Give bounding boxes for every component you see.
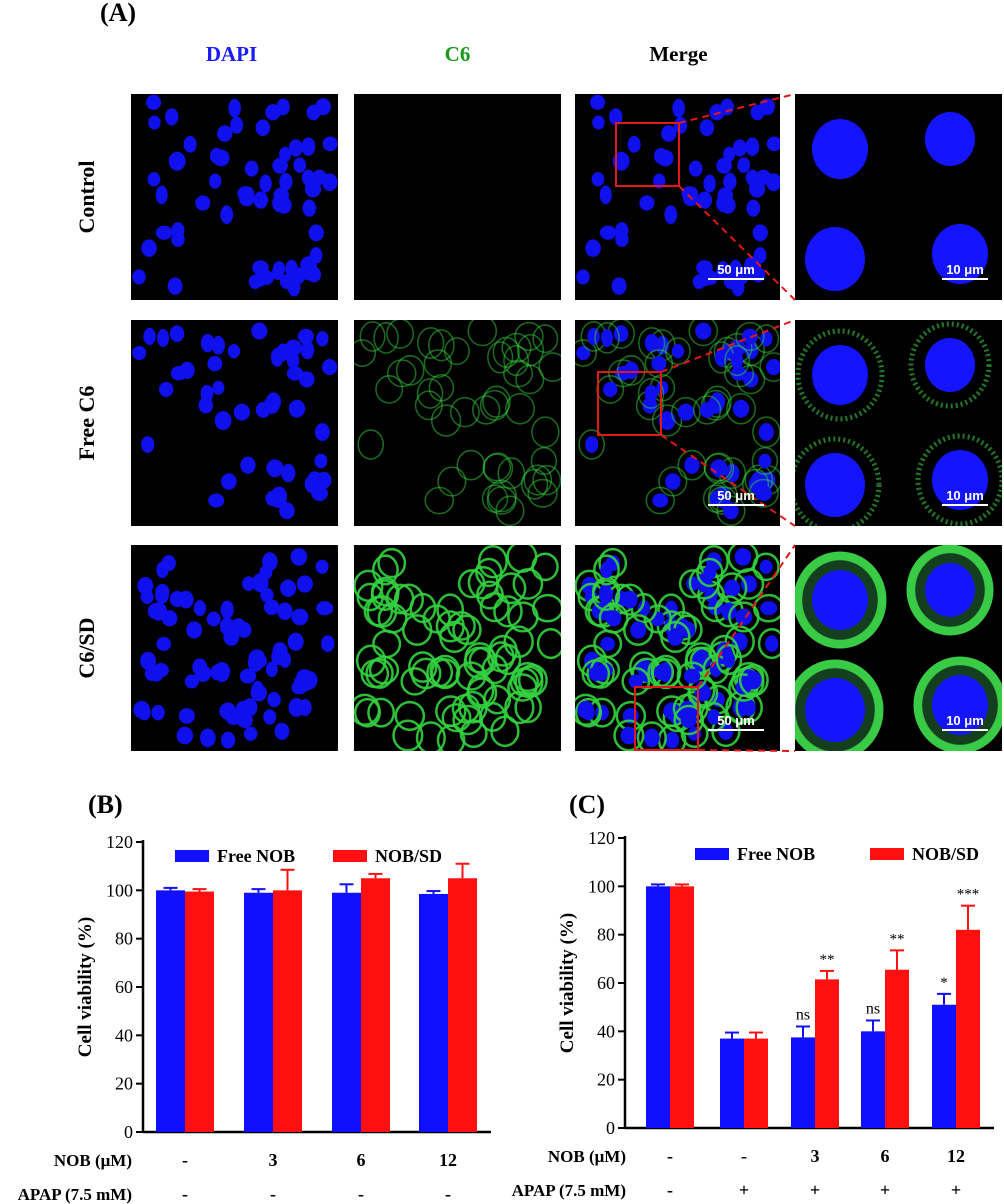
treatment-value: - — [667, 1180, 673, 1200]
treatment-value: + — [880, 1180, 890, 1200]
bar-nob-sd — [448, 878, 477, 1132]
panel-a-label: (A) — [100, 0, 137, 27]
legend-label: NOB/SD — [375, 846, 442, 866]
legend-swatch — [695, 848, 729, 860]
bar-nob-sd — [744, 1038, 768, 1128]
y-tick-label: 120 — [588, 828, 615, 848]
y-tick-label: 120 — [106, 832, 133, 852]
significance-label: ** — [820, 952, 835, 968]
chart-panel-b: 0 20 40 60 80 100 120 Cell viability (%) Free NO… — [0, 820, 500, 1204]
bar-nob-sd — [885, 969, 909, 1128]
scale-bar-10um: 10 μm — [942, 488, 988, 506]
bar-free-nob — [861, 1031, 885, 1128]
treatment-value: 6 — [357, 1150, 366, 1170]
bar-free-nob — [332, 892, 361, 1132]
y-tick-label: 40 — [115, 1025, 133, 1045]
treatment-value: 12 — [439, 1150, 457, 1170]
micrograph-dapi-row-2 — [131, 320, 338, 526]
significance-label: ** — [890, 931, 905, 947]
y-tick-label: 40 — [597, 1021, 615, 1041]
bar-nob-sd — [815, 979, 839, 1128]
y-tick-label: 100 — [106, 880, 133, 900]
legend-label: Free NOB — [737, 844, 815, 864]
significance-label: ns — [796, 1007, 810, 1024]
significance-label: ns — [866, 1000, 880, 1017]
y-tick-label: 60 — [597, 973, 615, 993]
y-tick-label: 20 — [115, 1074, 133, 1094]
bar-free-nob — [791, 1037, 815, 1128]
treatment-value: - — [445, 1184, 451, 1204]
treatment-value: + — [739, 1180, 749, 1200]
legend-swatch — [870, 848, 904, 860]
y-axis-label: Cell viability (%) — [557, 913, 578, 1053]
bar-free-nob — [646, 886, 670, 1128]
scale-bar-50um: 50 μm — [708, 488, 764, 506]
micrograph-zoom-row-2 — [795, 320, 1002, 526]
treatment-row-label: APAP (7.5 mM) — [512, 1181, 626, 1200]
treatment-value: - — [270, 1184, 276, 1204]
row-header-free-c6: Free C6 — [74, 385, 99, 461]
treatment-row-label: NOB (μM) — [54, 1151, 132, 1170]
column-header-merge: Merge — [649, 42, 708, 66]
bar-nob-sd — [185, 891, 214, 1132]
micrograph-c6-row-1 — [354, 94, 561, 300]
bar-nob-sd — [273, 890, 302, 1132]
treatment-value: + — [810, 1180, 820, 1200]
y-tick-label: 60 — [115, 977, 133, 997]
significance-label: *** — [957, 887, 980, 903]
column-header-c6: C6 — [444, 42, 471, 66]
treatment-value: - — [182, 1184, 188, 1204]
micrograph-c6-row-2 — [354, 320, 561, 526]
treatment-row-label: NOB (μM) — [548, 1147, 626, 1166]
panel-b-label: (B) — [88, 790, 123, 819]
y-tick-label: 80 — [597, 925, 615, 945]
scale-bar-50um: 50 μm — [708, 262, 764, 280]
legend-swatch — [175, 850, 209, 862]
y-tick-label: 20 — [597, 1070, 615, 1090]
treatment-value: - — [182, 1150, 188, 1170]
row-header-control: Control — [74, 160, 99, 234]
legend-swatch — [333, 850, 367, 862]
treatment-value: 3 — [811, 1146, 820, 1166]
row-header-c6-sd: C6/SD — [74, 617, 99, 679]
treatment-row-label: APAP (7.5 mM) — [18, 1185, 132, 1204]
scale-bar-50um: 50 μm — [708, 713, 764, 731]
micrograph-c6-row-3 — [354, 545, 561, 751]
bar-free-nob — [156, 890, 185, 1132]
column-header-dapi: DAPI — [205, 42, 258, 66]
bar-free-nob — [419, 893, 448, 1132]
micrograph-zoom-row-1 — [795, 94, 1002, 300]
treatment-value: 6 — [881, 1146, 890, 1166]
y-axis-label: Cell viability (%) — [75, 917, 96, 1057]
bar-nob-sd — [670, 886, 694, 1128]
treatment-value: + — [951, 1180, 961, 1200]
treatment-value: 3 — [269, 1150, 278, 1170]
bar-free-nob — [932, 1004, 956, 1128]
bar-nob-sd — [361, 878, 390, 1132]
bar-free-nob — [720, 1038, 744, 1128]
legend-label: NOB/SD — [912, 844, 979, 864]
legend-label: Free NOB — [217, 846, 295, 866]
micrograph-dapi-row-3 — [131, 545, 338, 751]
y-tick-label: 0 — [124, 1122, 133, 1142]
significance-label: * — [940, 975, 948, 991]
treatment-value: - — [358, 1184, 364, 1204]
treatment-value: - — [667, 1146, 673, 1166]
micrograph-zoom-row-3 — [795, 545, 1002, 751]
scale-bar-10um: 10 μm — [942, 713, 988, 731]
bar-nob-sd — [956, 929, 980, 1128]
y-tick-label: 80 — [115, 929, 133, 949]
bar-free-nob — [244, 892, 273, 1132]
treatment-value: - — [741, 1146, 747, 1166]
y-tick-label: 0 — [606, 1118, 615, 1138]
panel-c-label: (C) — [569, 790, 606, 819]
treatment-value: 12 — [947, 1146, 965, 1166]
scale-bar-10um: 10 μm — [942, 262, 988, 280]
micrograph-dapi-row-1 — [131, 94, 338, 300]
y-tick-label: 100 — [588, 876, 615, 896]
chart-panel-c: 0 20 40 60 80 100 120 Cell viability (%) ns ** ns *… — [486, 820, 1004, 1204]
